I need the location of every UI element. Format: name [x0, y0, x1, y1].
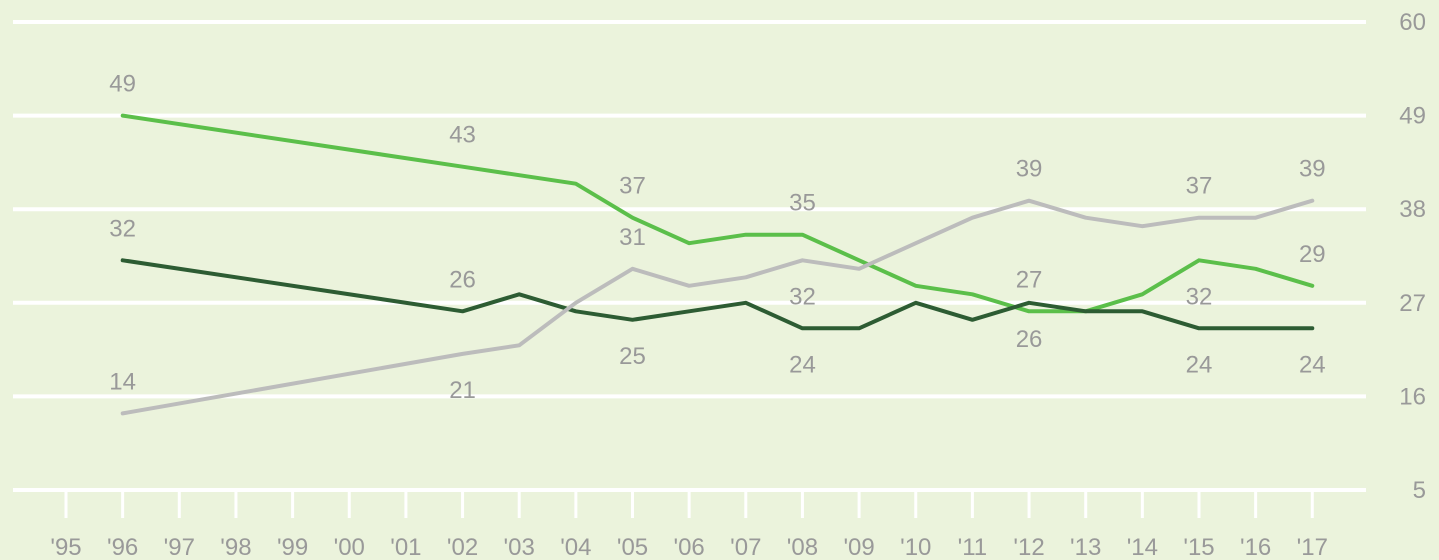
y-tick-label: 5	[1413, 477, 1426, 504]
data-label: 32	[1186, 283, 1213, 310]
x-tick-label: '01	[390, 534, 421, 560]
x-tick-label: '14	[1127, 534, 1158, 560]
data-labels: 49 43 37 35 27 32 29 32 26 25 24 26 24 24 14 21 31 32 39 37…	[109, 71, 1325, 404]
series-line-1	[120, 113, 1315, 314]
data-label: 49	[109, 71, 136, 98]
x-tick-label: '09	[843, 534, 874, 560]
data-label: 26	[449, 266, 476, 293]
y-tick-label: 27	[1399, 290, 1426, 317]
y-tick-label: 60	[1399, 9, 1426, 36]
y-tick-label: 49	[1399, 103, 1426, 130]
data-label: 24	[1186, 351, 1213, 378]
x-tick-label: '05	[617, 534, 648, 560]
x-tick-label: '10	[900, 534, 931, 560]
x-tick-label: '99	[277, 534, 308, 560]
x-tick-label: '98	[220, 534, 251, 560]
series-line-2	[120, 258, 1315, 331]
x-tick-label: '13	[1070, 534, 1101, 560]
x-tick-label: '04	[560, 534, 591, 560]
data-label: 39	[1016, 156, 1043, 183]
series-lines	[120, 113, 1315, 416]
data-label: 37	[1186, 173, 1213, 200]
x-axis: '95 '96 '97 '98 '99 '00 '01 '02 '03 '04 '05 '06 '07 '…	[50, 490, 1328, 560]
data-label: 27	[1016, 266, 1043, 293]
x-tick-label: '16	[1240, 534, 1271, 560]
x-tick-label: '08	[787, 534, 818, 560]
data-label: 37	[619, 173, 646, 200]
x-tick-label: '17	[1297, 534, 1328, 560]
data-label: 32	[789, 283, 816, 310]
data-label: 24	[1299, 351, 1326, 378]
x-tick-label: '12	[1013, 534, 1044, 560]
data-label: 31	[619, 224, 646, 251]
x-tick-label: '02	[447, 534, 478, 560]
data-label: 24	[789, 351, 816, 378]
x-tick-label: '96	[107, 534, 138, 560]
data-label: 25	[619, 343, 646, 370]
x-tick-label: '15	[1183, 534, 1214, 560]
data-label: 21	[449, 377, 476, 404]
y-tick-label: 16	[1399, 383, 1426, 410]
data-label: 39	[1299, 156, 1326, 183]
data-label: 35	[789, 190, 816, 217]
y-axis-tick-labels: 5 16 27 38 49 60	[1399, 9, 1426, 504]
x-tick-label: '97	[164, 534, 195, 560]
x-tick-label: '03	[504, 534, 535, 560]
data-label: 43	[449, 122, 476, 149]
x-tick-label: '11	[958, 534, 988, 560]
x-tick-label: '07	[730, 534, 761, 560]
data-label: 32	[109, 215, 136, 242]
y-tick-label: 38	[1399, 196, 1426, 223]
series-line-3	[120, 198, 1315, 416]
data-label: 26	[1016, 326, 1043, 353]
data-label: 29	[1299, 241, 1326, 268]
x-tick-label: '06	[674, 534, 705, 560]
x-tick-label: '00	[334, 534, 365, 560]
data-label: 14	[109, 368, 136, 395]
gridlines	[13, 20, 1366, 492]
x-tick-label: '95	[50, 534, 81, 560]
